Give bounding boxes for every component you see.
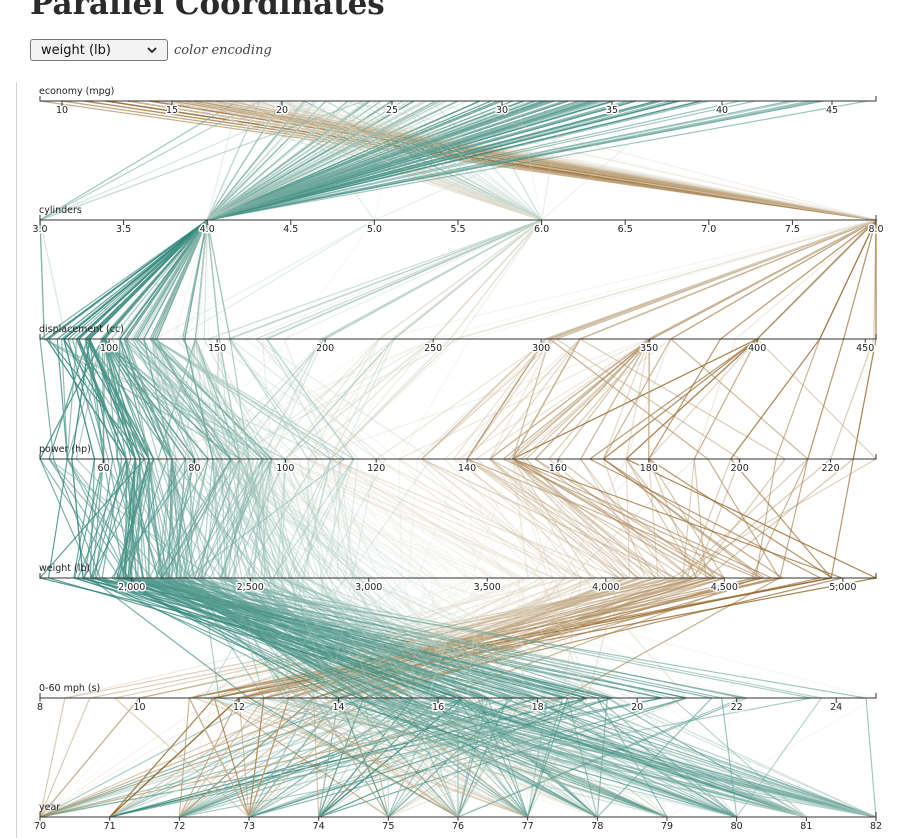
- tick-label: 100: [276, 463, 294, 474]
- tick-label: 8.0: [868, 224, 883, 235]
- tick-label: 78: [591, 821, 603, 832]
- tick-label: 25: [386, 105, 398, 116]
- tick-label: 220: [821, 463, 839, 474]
- controls: weight (lb) color encoding: [30, 38, 272, 62]
- tick-label: 12: [233, 702, 245, 713]
- tick-label: 180: [640, 463, 658, 474]
- tick-label: 150: [208, 343, 226, 354]
- tick-label: 70: [34, 821, 46, 832]
- axis: cylinders 3.0 3.5 4.0 4.5 5.0 5.5 6.0 6.5 7.0 7.5 8…: [31, 205, 885, 237]
- axis-line: [39, 96, 877, 102]
- tick-label: 35: [606, 105, 618, 116]
- tick-label: 7.5: [785, 224, 800, 235]
- axis: economy (mpg) 10 15 20 25 30 35 40 45: [39, 86, 877, 118]
- tick-label: 81: [800, 821, 812, 832]
- tick-label: 5.5: [450, 224, 465, 235]
- tick-label: 120: [367, 463, 385, 474]
- tick-label: 350: [640, 343, 658, 354]
- tick-label: 22: [731, 702, 743, 713]
- tick-label: 5,000: [829, 582, 856, 593]
- tick-label: 3.0: [32, 224, 47, 235]
- tick-label: 7.0: [701, 224, 716, 235]
- axis-title: displacement (cc): [39, 324, 124, 335]
- tick-label: 45: [826, 105, 838, 116]
- tick-label: 4,500: [711, 582, 738, 593]
- left-rule: [16, 82, 17, 838]
- tick-label: 200: [316, 343, 334, 354]
- axis: power (hp) 60 80 100 120 140 160 180 200 220: [39, 444, 877, 476]
- tick-label: 8: [37, 702, 43, 713]
- axis-title: 0-60 mph (s): [39, 683, 100, 694]
- tick-label: 160: [549, 463, 567, 474]
- axes-layer: economy (mpg) 10 15 20 25 30 35 40 45 cylinders 3.…: [31, 86, 885, 834]
- tick-label: 80: [188, 463, 200, 474]
- axis-title: weight (lb): [39, 563, 90, 574]
- tick-label: 24: [830, 702, 842, 713]
- page-title: Parallel Coordinates: [30, 0, 385, 22]
- tick-label: 60: [98, 463, 110, 474]
- tick-label: 100: [100, 343, 118, 354]
- axis: 0-60 mph (s) 8 10 12 14 16 18 20 22 24: [35, 683, 877, 715]
- tick-label: 74: [313, 821, 325, 832]
- axis-title: power (hp): [39, 444, 91, 455]
- tick-label: 140: [458, 463, 476, 474]
- select-value: weight (lb): [41, 42, 111, 58]
- tick-label: 73: [243, 821, 255, 832]
- tick-label: 4,000: [592, 582, 619, 593]
- tick-label: 10: [133, 702, 145, 713]
- axis-title: cylinders: [39, 205, 82, 216]
- axis-line: [39, 573, 877, 579]
- axis-line: [39, 334, 877, 340]
- tick-label: 3.5: [116, 224, 131, 235]
- tick-label: 76: [452, 821, 464, 832]
- tick-label: 15: [166, 105, 178, 116]
- axis: weight (lb) 2,000 2,500 3,000 3,500 4,000 4,50…: [39, 563, 877, 595]
- tick-label: 14: [333, 702, 345, 713]
- tick-label: 4.0: [200, 224, 215, 235]
- tick-label: 300: [532, 343, 550, 354]
- tick-label: 450: [856, 343, 874, 354]
- tick-label: 3,500: [474, 582, 501, 593]
- tick-label: 18: [532, 702, 544, 713]
- color-encoding-select[interactable]: weight (lb): [30, 39, 168, 61]
- tick-label: 80: [731, 821, 743, 832]
- axis-line: [39, 454, 877, 460]
- axis-line: [39, 693, 877, 699]
- tick-label: 3,000: [355, 582, 382, 593]
- axis: year 70 71 72 73 74 75 76 77 78 79 80 81 82: [32, 802, 883, 834]
- tick-label: 75: [382, 821, 394, 832]
- tick-label: 20: [631, 702, 643, 713]
- tick-label: 30: [496, 105, 508, 116]
- tick-label: 200: [731, 463, 749, 474]
- chevron-down-icon: [147, 47, 157, 54]
- tick-label: 82: [870, 821, 882, 832]
- tick-label: 16: [432, 702, 444, 713]
- tick-label: 79: [661, 821, 673, 832]
- tick-label: 250: [424, 343, 442, 354]
- axis: displacement (cc) 100 150 200 250 300 350 400 45…: [39, 324, 877, 356]
- tick-label: 72: [173, 821, 185, 832]
- tick-label: 6.5: [618, 224, 633, 235]
- axis-title: year: [39, 802, 60, 813]
- tick-label: 6.0: [534, 224, 549, 235]
- tick-label: 71: [104, 821, 116, 832]
- axis-title: economy (mpg): [39, 86, 114, 97]
- tick-label: 20: [276, 105, 288, 116]
- tick-label: 2,000: [118, 582, 145, 593]
- axis-line: [39, 215, 877, 221]
- tick-label: 10: [56, 105, 68, 116]
- tick-label: 40: [716, 105, 728, 116]
- tick-label: 5.0: [367, 224, 382, 235]
- tick-label: 2,500: [237, 582, 264, 593]
- tick-label: 4.5: [283, 224, 298, 235]
- color-encoding-label: color encoding: [174, 42, 272, 58]
- tick-label: 400: [748, 343, 766, 354]
- tick-label: 77: [522, 821, 534, 832]
